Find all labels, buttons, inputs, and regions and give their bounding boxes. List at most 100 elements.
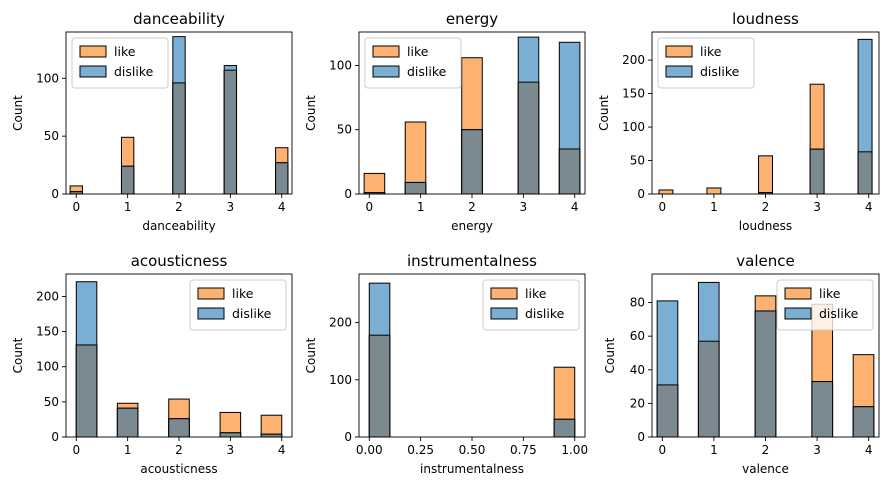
y-tick-label: 200 xyxy=(329,316,352,330)
legend-label-dislike: dislike xyxy=(819,306,859,321)
x-tick-label: 2 xyxy=(762,200,770,214)
bar-overlap xyxy=(857,151,873,195)
y-tick-label: 60 xyxy=(630,329,645,343)
legend-swatch-dislike xyxy=(490,307,518,320)
x-tick-label: 0 xyxy=(658,200,666,214)
subplot-danceability: 0 1 2 3 4 0 50 100 danceability danceability Count… xyxy=(11,10,293,233)
y-tick-label: 0 xyxy=(637,430,645,444)
legend: like dislike xyxy=(189,279,287,331)
subplot-title: acousticness xyxy=(131,252,228,270)
subplot-loudness: 0 1 2 3 4 0 50 100 150 200 loudness loudness Count li… xyxy=(597,10,880,233)
legend-label-dislike: dislike xyxy=(525,306,565,321)
bar-overlap xyxy=(368,334,391,438)
legend-label-dislike: dislike xyxy=(700,64,740,79)
legend-swatch-dislike xyxy=(79,65,107,78)
y-axis-label: Count xyxy=(597,95,611,131)
y-tick-label: 0 xyxy=(344,430,352,444)
x-axis-label: danceability xyxy=(142,219,215,233)
x-tick-label: 1 xyxy=(710,443,718,457)
bar-overlap xyxy=(168,418,190,438)
bar-overlap xyxy=(275,162,289,195)
subplot-title: valence xyxy=(736,252,794,270)
bar-overlap xyxy=(223,69,238,195)
x-tick-label: 3 xyxy=(227,443,235,457)
legend-label-like: like xyxy=(114,44,136,59)
x-tick-label: 0.00 xyxy=(356,443,383,457)
legend: like dislike xyxy=(657,37,755,89)
x-tick-label: 0 xyxy=(658,443,666,457)
bar-like xyxy=(658,189,674,195)
bar-like xyxy=(758,155,773,195)
legend-swatch-dislike xyxy=(784,307,812,320)
legend-label-like: like xyxy=(819,286,841,301)
x-tick-label: 4 xyxy=(865,200,873,214)
x-tick-label: 3 xyxy=(813,443,821,457)
legend-label-dislike: dislike xyxy=(232,306,272,321)
bar-overlap xyxy=(656,384,679,438)
bar-overlap xyxy=(219,432,242,438)
subplot-acousticness: 0 1 2 3 4 0 50 100 150 200 acousticness acousticnes… xyxy=(11,252,293,476)
bar-overlap xyxy=(172,82,186,195)
legend-swatch-dislike xyxy=(372,65,400,78)
x-tick-label: 1 xyxy=(710,200,718,214)
x-tick-label: 2 xyxy=(175,200,183,214)
legend-swatch-dislike xyxy=(197,307,225,320)
y-tick-label: 100 xyxy=(622,120,645,134)
x-tick-label: 0 xyxy=(72,443,80,457)
y-tick-label: 40 xyxy=(630,363,645,377)
bar-overlap xyxy=(754,310,777,438)
y-tick-label: 50 xyxy=(337,123,352,137)
x-tick-label: 1.00 xyxy=(561,443,588,457)
legend-swatch-like xyxy=(784,287,812,300)
subplot-instrumentalness: 0.00 0.25 0.50 0.75 1.00 0 100 200 instrumentaln… xyxy=(304,252,588,476)
x-tick-label: 2 xyxy=(175,443,183,457)
subplot-title: energy xyxy=(446,10,498,28)
y-axis-label: Count xyxy=(11,337,25,373)
bar-overlap xyxy=(404,181,427,195)
y-axis-label: Count xyxy=(11,95,25,131)
x-tick-label: 2 xyxy=(762,443,770,457)
legend-label-like: like xyxy=(407,44,429,59)
bar-overlap xyxy=(811,381,834,438)
x-tick-label: 0.50 xyxy=(459,443,486,457)
bar-overlap xyxy=(461,129,483,195)
legend-label-like: like xyxy=(232,286,254,301)
bar-overlap xyxy=(116,407,139,438)
y-axis-label: Count xyxy=(304,337,318,373)
y-tick-label: 100 xyxy=(36,71,59,85)
legend-swatch-like xyxy=(665,45,693,58)
x-tick-label: 3 xyxy=(813,200,821,214)
x-tick-label: 2 xyxy=(468,200,476,214)
y-axis-label: Count xyxy=(603,337,617,373)
x-tick-label: 3 xyxy=(227,200,235,214)
y-tick-label: 0 xyxy=(51,187,59,201)
legend-swatch-like xyxy=(197,287,225,300)
x-axis-label: loudness xyxy=(739,219,792,233)
x-axis-label: instrumentalness xyxy=(420,462,524,476)
bar-overlap xyxy=(517,81,540,195)
subplot-valence: 0 1 2 3 4020406080valencevalenceCountlikedis… xyxy=(603,252,880,476)
legend-swatch-like xyxy=(490,287,518,300)
bar-like xyxy=(363,172,386,195)
legend-label-like: like xyxy=(525,286,547,301)
x-tick-label: 4 xyxy=(278,200,286,214)
x-tick-label: 4 xyxy=(571,200,579,214)
bar-overlap xyxy=(697,340,720,438)
y-tick-label: 50 xyxy=(44,129,59,143)
x-tick-label: 0.25 xyxy=(407,443,434,457)
y-tick-label: 200 xyxy=(36,289,59,303)
legend-label-like: like xyxy=(700,44,722,59)
bar-overlap xyxy=(809,148,825,195)
bar-overlap xyxy=(558,148,581,195)
y-tick-label: 150 xyxy=(36,325,59,339)
subplot-title: danceability xyxy=(133,10,225,28)
x-tick-label: 0 xyxy=(365,200,373,214)
x-tick-label: 0 xyxy=(72,200,80,214)
y-tick-label: 0 xyxy=(637,187,645,201)
bar-overlap xyxy=(852,406,875,438)
legend: like dislike xyxy=(364,37,462,89)
x-tick-label: 0.75 xyxy=(510,443,537,457)
y-tick-label: 150 xyxy=(622,87,645,101)
x-tick-label: 4 xyxy=(865,443,873,457)
legend: like dislike xyxy=(776,279,874,331)
